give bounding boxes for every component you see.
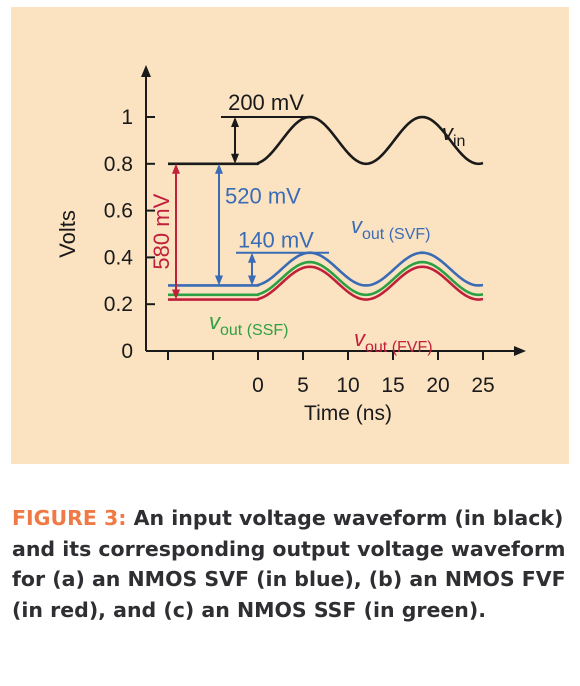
vout-svf-line bbox=[168, 251, 484, 287]
x-axis-arrow bbox=[514, 346, 526, 356]
y-axis-arrow bbox=[141, 65, 151, 77]
ann-580mv-label: 580 mV bbox=[149, 193, 174, 269]
y-tick-label: 0.6 bbox=[104, 200, 133, 223]
figure-panel: 0 0.2 0.4 0.6 0.8 1 0 5 10 15 20 25 Time (ns) Volts vi… bbox=[11, 7, 569, 464]
x-tick-label: 10 bbox=[336, 374, 359, 397]
y-tick-label: 0.4 bbox=[104, 246, 134, 269]
x-tick-label: 15 bbox=[381, 374, 404, 397]
y-axis-title: Volts bbox=[55, 210, 80, 258]
ann-520mv-arrow-head-top bbox=[215, 163, 223, 174]
vin-series-label: vin bbox=[442, 120, 465, 150]
caption-label: FIGURE 3: bbox=[12, 506, 127, 530]
ann-520mv-label: 520 mV bbox=[225, 184, 301, 209]
vout-fvf-line bbox=[168, 265, 484, 301]
ann-200mv-arrow-head-top bbox=[231, 117, 239, 127]
vin-line bbox=[168, 115, 484, 166]
x-tick-label: 0 bbox=[252, 374, 264, 397]
caption-text: An input voltage waveform (in black) and… bbox=[12, 506, 566, 622]
ann-580mv-arrow-head-bottom bbox=[172, 289, 180, 300]
ann-580mv-arrow-head-top bbox=[172, 163, 180, 174]
svf-series-label: vout (SVF) bbox=[351, 213, 430, 243]
ann-200mv-arrow-head-bottom bbox=[231, 153, 239, 164]
figure-caption: FIGURE 3: An input voltage waveform (in … bbox=[12, 503, 572, 625]
vout-ssf-line bbox=[168, 260, 484, 297]
fvf-series-label: vout (FVF) bbox=[354, 326, 433, 356]
x-tick-label: 5 bbox=[297, 374, 309, 397]
y-tick-label: 0.2 bbox=[104, 293, 133, 316]
ann-520mv-arrow-head-bottom bbox=[215, 275, 223, 286]
x-axis-title: Time (ns) bbox=[304, 402, 392, 425]
ann-140mv-arrow-head-top bbox=[248, 252, 256, 263]
y-tick-label: 0.8 bbox=[104, 153, 133, 176]
y-tick-label: 0 bbox=[121, 340, 133, 363]
y-tick-label: 1 bbox=[121, 106, 133, 129]
ann-200mv-label: 200 mV bbox=[228, 90, 304, 115]
ann-140mv-arrow-head-bottom bbox=[248, 275, 256, 286]
x-tick-label: 20 bbox=[426, 374, 449, 397]
x-tick-label: 25 bbox=[471, 374, 494, 397]
ssf-series-label: vout (SSF) bbox=[209, 309, 288, 339]
ann-140mv-label: 140 mV bbox=[238, 228, 314, 253]
